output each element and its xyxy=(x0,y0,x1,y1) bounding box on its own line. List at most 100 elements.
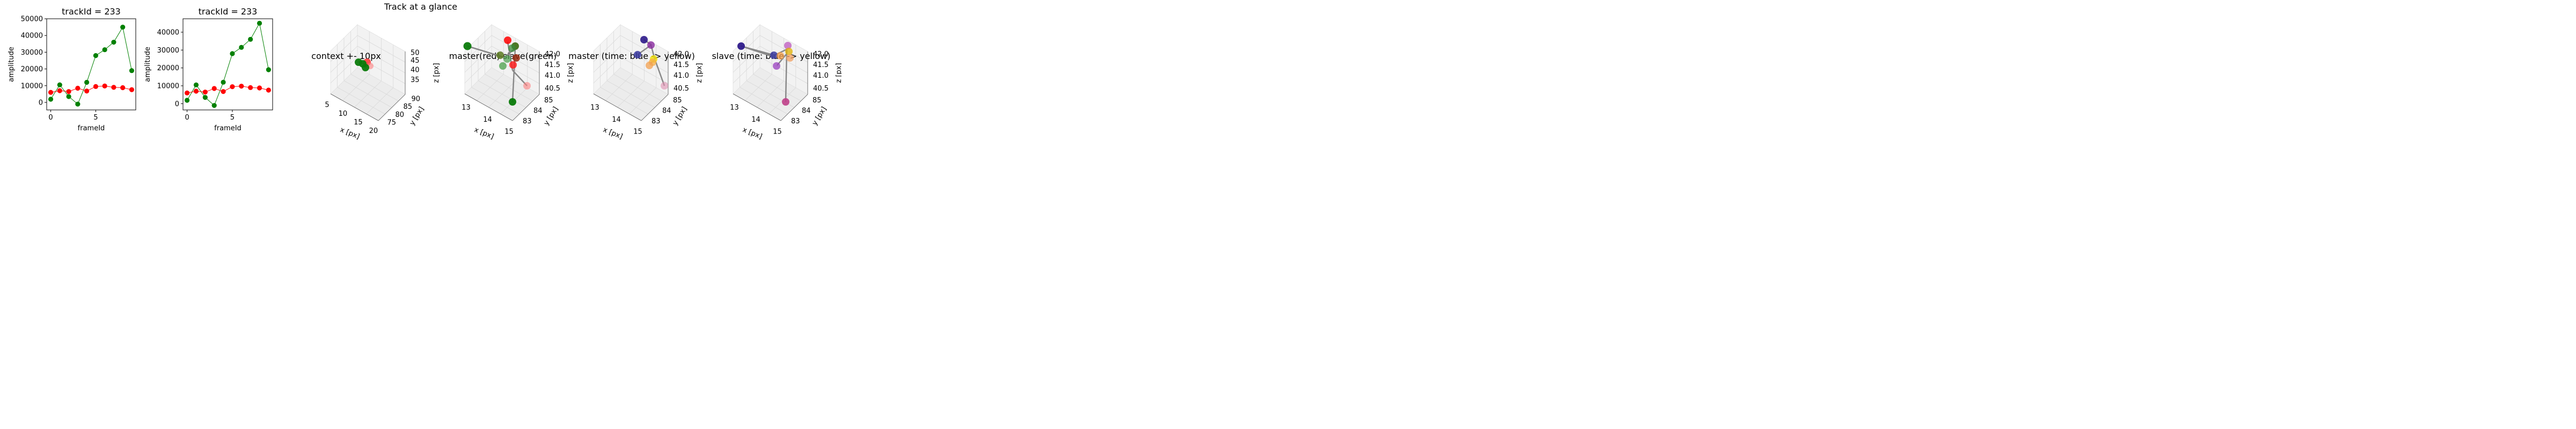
track-point xyxy=(634,51,641,58)
data-point-green xyxy=(129,68,135,73)
data-point-green xyxy=(184,98,190,103)
grid-line xyxy=(593,46,621,73)
chart-panel-6: slave (time: blue -> yellow)131415838485… xyxy=(712,24,841,140)
x-axis-label: x [px] xyxy=(473,126,495,140)
grid-line xyxy=(620,35,669,63)
grid-line xyxy=(613,73,662,101)
data-point-green xyxy=(66,94,71,99)
track-point xyxy=(513,54,520,62)
track-point xyxy=(647,41,655,49)
data-point-red xyxy=(248,85,253,90)
data-point-green xyxy=(230,51,235,56)
y-tick-label: 75 xyxy=(387,119,397,127)
y-tick-label: 84 xyxy=(533,107,543,115)
y-tick-label: 83 xyxy=(652,117,661,125)
z-tick-label: 41.0 xyxy=(813,72,829,80)
data-point-red xyxy=(230,84,235,90)
z-tick-label: 42.0 xyxy=(813,50,829,58)
data-point-green xyxy=(248,36,253,42)
chart-title: master (time: blue -> yellow) xyxy=(568,51,695,61)
track-point xyxy=(362,64,369,71)
z-tick-label: 35 xyxy=(411,76,420,84)
z-axis-label: z [px] xyxy=(835,63,841,83)
track-point xyxy=(777,52,784,60)
data-point-red xyxy=(57,88,62,93)
axis-edge xyxy=(330,93,379,121)
z-tick-label: 40.5 xyxy=(545,85,560,93)
grid-line xyxy=(620,46,669,73)
data-point-red xyxy=(211,86,217,91)
track-line xyxy=(467,45,502,58)
x-tick-label: 15 xyxy=(773,128,782,136)
z-tick-label: 40.5 xyxy=(813,85,829,93)
plot-frame xyxy=(46,18,136,110)
data-point-red xyxy=(93,84,98,89)
z-tick-label: 41.0 xyxy=(674,72,689,80)
z-tick-label: 41.5 xyxy=(674,61,689,69)
track-point xyxy=(503,55,511,63)
grid-line xyxy=(485,73,533,101)
track-point xyxy=(496,51,504,59)
grid-line xyxy=(357,35,406,63)
y-tick-label: 85 xyxy=(673,97,682,105)
z-tick-label: 42.0 xyxy=(545,50,560,58)
track-point xyxy=(784,42,792,49)
data-point-red xyxy=(102,83,107,88)
data-point-green xyxy=(84,79,90,85)
data-point-red xyxy=(221,89,226,94)
x-tick-label: 10 xyxy=(339,110,348,118)
grid-line xyxy=(464,35,492,62)
x-tick-label: 5 xyxy=(230,114,235,122)
data-point-green xyxy=(266,67,272,72)
data-point-green xyxy=(57,82,62,87)
x-tick-label: 20 xyxy=(369,127,378,135)
track-point xyxy=(770,51,778,59)
y-axis-label: y [px] xyxy=(811,106,829,127)
y-tick-label: 83 xyxy=(523,117,532,125)
y-tick-label: 50000 xyxy=(21,16,43,24)
y-tick-label: 10000 xyxy=(157,83,179,91)
grid-line xyxy=(759,46,808,73)
y-axis-label: amplitude xyxy=(8,47,16,82)
x-axis-label: frameId xyxy=(214,124,241,132)
grid-line xyxy=(759,35,808,63)
y-tick-label: 85 xyxy=(813,97,822,105)
track-point xyxy=(504,36,511,44)
y-tick-label: 40000 xyxy=(157,29,179,37)
z-axis-label: z [px] xyxy=(567,63,575,83)
chart-title: context +- 10px xyxy=(311,51,381,61)
grid-line xyxy=(330,46,358,73)
y-tick-label: 80 xyxy=(396,111,405,119)
y-axis-label: amplitude xyxy=(144,47,152,82)
y-tick-label: 84 xyxy=(662,107,671,115)
data-point-green xyxy=(75,101,80,107)
chart-title: trackId = 233 xyxy=(62,6,121,17)
y-axis-label: y [px] xyxy=(543,106,560,127)
track-line xyxy=(654,58,665,86)
grid-line xyxy=(366,87,394,114)
z-tick-label: 40.5 xyxy=(674,85,689,93)
y-tick-label: 85 xyxy=(544,97,553,105)
axis-edge xyxy=(378,94,406,121)
y-tick-label: 85 xyxy=(404,103,413,111)
track-point xyxy=(786,54,794,62)
y-tick-label: 90 xyxy=(412,95,421,103)
track-point xyxy=(773,62,780,70)
y-tick-label: 10000 xyxy=(21,82,43,90)
chart-panel-5: master (time: blue -> yellow) 13 14 15 83848… xyxy=(568,24,704,140)
axis-edge xyxy=(512,94,540,121)
grid-line xyxy=(593,35,621,62)
x-axis-label: x [px] xyxy=(339,126,361,140)
x-tick-label: 0 xyxy=(185,114,189,122)
y-axis-label: y [px] xyxy=(671,106,689,127)
data-point-green xyxy=(111,40,116,45)
data-point-green xyxy=(48,97,54,102)
track-line xyxy=(741,45,776,58)
y-tick-label: 0 xyxy=(39,99,43,107)
track-point xyxy=(509,98,516,106)
data-point-red xyxy=(239,84,244,89)
data-point-red xyxy=(184,90,190,95)
data-point-red xyxy=(193,88,199,94)
track-point xyxy=(463,42,472,50)
